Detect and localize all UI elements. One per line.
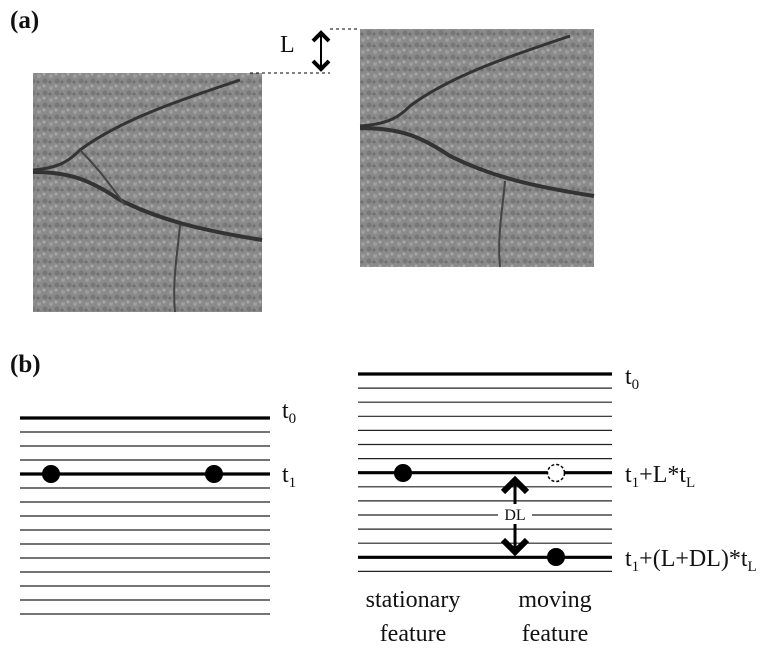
moving-dot [547,548,565,566]
subscript: 1 [632,475,640,491]
feature-dot [205,465,223,483]
label-text: t [625,462,632,488]
time-label: t1 [282,462,296,491]
moving-dot-previous [546,463,566,483]
time-label: t0 [282,398,296,427]
retina-image [359,29,595,268]
subscript: L [686,475,695,491]
scan-lines [20,372,612,615]
retina-image [32,73,263,313]
panel-label: (b) [10,351,41,378]
panel-label: (a) [10,7,39,34]
label-text: t [282,462,289,488]
subscript: 1 [289,475,297,491]
subscript: 0 [289,411,297,427]
offset-label: L [280,32,295,58]
subscript: 1 [632,559,640,575]
time-label: t0 [625,364,639,393]
caption: moving [518,587,591,613]
label-text: +(L+DL)*t [639,546,748,572]
stationary-dot [394,464,412,482]
caption: feature [522,621,589,647]
label-bg [498,504,532,524]
shift-label: DL [504,507,525,524]
subscript: L [748,559,757,575]
subscript: 0 [632,377,640,393]
caption: stationary [366,587,461,613]
label-text: t [625,364,632,390]
time-label: t1+(L+DL)*tL [625,546,757,575]
label-text: t [625,546,632,572]
caption: feature [380,621,447,647]
feature-dot [42,465,60,483]
label-text: t [282,398,289,424]
time-label: t1+L*tL [625,462,695,491]
label-text: +L*t [639,462,686,488]
